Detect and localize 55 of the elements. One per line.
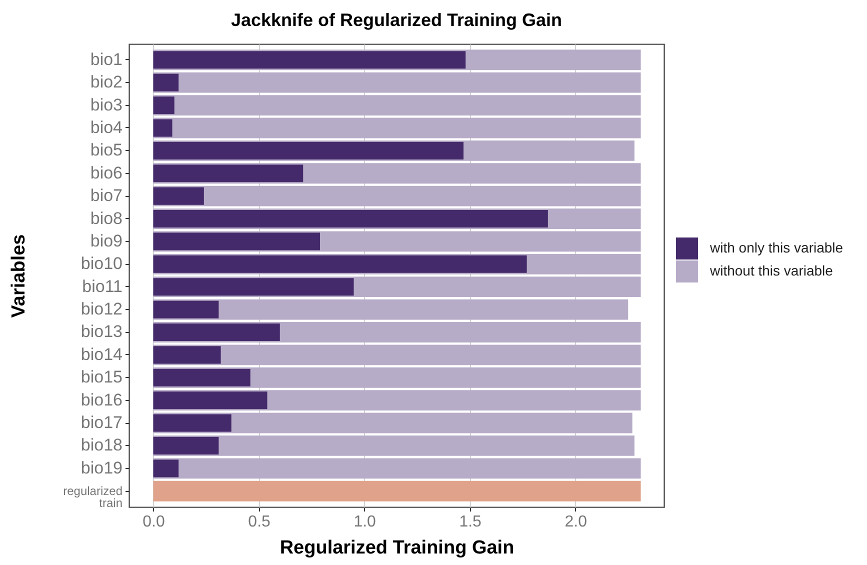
bar: [153, 119, 172, 137]
x-tick-label: 0.0: [142, 514, 165, 530]
legend-label: with only this variable: [709, 240, 844, 256]
x-tick-label: 1.5: [459, 514, 482, 530]
bar: [153, 95, 641, 116]
bar: [153, 118, 641, 138]
bar: [153, 96, 174, 114]
y-tick-label: bio4: [90, 118, 122, 137]
bar: [153, 460, 179, 478]
y-tick-label: regularized train: [63, 484, 122, 510]
bar: [153, 51, 466, 69]
bar: [153, 480, 641, 502]
y-axis-title: Variables: [8, 234, 30, 318]
y-tick-label: bio12: [80, 300, 122, 319]
bar: [153, 164, 304, 182]
bar: [153, 414, 232, 432]
y-tick-label: bio8: [90, 208, 122, 228]
bar: [153, 278, 354, 296]
y-tick-label: bio5: [90, 140, 122, 160]
y-tick-label: bio11: [82, 276, 122, 296]
x-tick-label: 1.0: [354, 514, 376, 530]
bar: [153, 458, 641, 479]
bar: [153, 368, 250, 386]
chart-title: Jackknife of Regularized Training Gain: [230, 10, 562, 30]
y-tick-label: bio19: [80, 458, 122, 478]
legend-label: without this variable: [709, 262, 834, 278]
y-tick-label: bio17: [80, 413, 122, 432]
bar: [153, 392, 268, 410]
x-axis-title: Regularized Training Gain: [280, 538, 514, 558]
y-tick-label: bio9: [90, 231, 122, 250]
y-tick-label: bio18: [80, 436, 122, 455]
y-tick-label: bio2: [90, 72, 122, 92]
bar: [153, 142, 464, 160]
bar: [153, 323, 280, 342]
y-tick-label: bio3: [90, 95, 122, 114]
y-tick-label: bio13: [80, 322, 122, 342]
bar: [153, 210, 548, 228]
y-tick-label: bio6: [90, 163, 122, 182]
bar: [153, 300, 219, 318]
y-tick-label: bio10: [80, 254, 122, 274]
y-tick-label: bio14: [80, 344, 122, 364]
bar: [153, 187, 204, 205]
bar: [153, 346, 221, 364]
bar: [153, 74, 179, 92]
y-tick-label: bio7: [90, 186, 122, 206]
bar: [153, 186, 641, 206]
bar: [153, 232, 320, 250]
bar: [153, 255, 527, 273]
bar: [153, 72, 641, 93]
x-tick-label: 2.0: [564, 514, 588, 530]
bar: [153, 436, 219, 455]
y-tick-label: bio1: [90, 50, 122, 69]
y-tick-label: bio16: [80, 390, 122, 410]
x-tick-label: 0.5: [248, 514, 271, 530]
y-tick-label: bio15: [80, 368, 122, 387]
